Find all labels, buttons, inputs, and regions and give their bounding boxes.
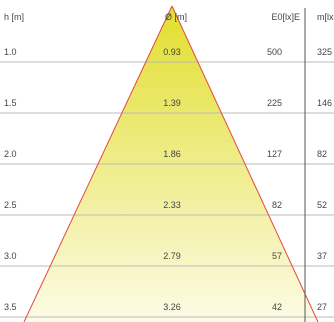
table-row: 3.5 3.26 42 27 [4,302,327,312]
table-row: 1.5 1.39 225 146 [4,98,332,108]
table-row: 2.5 2.33 82 52 [4,200,327,210]
cell-illuminance: 42 [272,302,282,312]
cell-illuminance: 57 [272,251,282,261]
cell-height: 1.5 [4,98,17,108]
cell-diameter: 1.86 [163,149,181,159]
cell-mean-illuminance: 82 [317,149,327,159]
table-row: 1.0 0.93 500 325 [4,47,332,57]
cell-diameter: 0.93 [163,47,181,57]
cell-height: 3.5 [4,302,17,312]
cell-diameter: 1.39 [163,98,181,108]
cell-height: 2.5 [4,200,17,210]
cone-edge-left [23,5,173,322]
cell-illuminance: 127 [267,149,282,159]
cell-illuminance: 500 [267,47,282,57]
table-header: h [m] Ø [m] E0[lx]E m[lx [4,12,334,22]
cell-diameter: 2.33 [163,200,181,210]
cell-height: 3.0 [4,251,17,261]
cell-illuminance: 82 [272,200,282,210]
table-row: 3.0 2.79 57 37 [4,251,327,261]
cell-illuminance: 225 [267,98,282,108]
cone-edge-right [171,5,319,322]
cell-mean-illuminance: 52 [317,200,327,210]
header-mean-illuminance: m[lx [317,12,334,22]
cell-mean-illuminance: 325 [317,47,332,57]
cell-mean-illuminance: 27 [317,302,327,312]
table-row: 2.0 1.86 127 82 [4,149,327,159]
grid-lines [0,61,334,318]
cell-height: 2.0 [4,149,17,159]
cell-diameter: 3.26 [163,302,181,312]
cell-mean-illuminance: 37 [317,251,327,261]
header-illuminance: E0[lx]E [271,12,300,22]
cell-height: 1.0 [4,47,17,57]
cell-mean-illuminance: 146 [317,98,332,108]
cell-diameter: 2.79 [163,251,181,261]
header-height: h [m] [4,12,24,22]
header-diameter: Ø [m] [165,12,187,22]
